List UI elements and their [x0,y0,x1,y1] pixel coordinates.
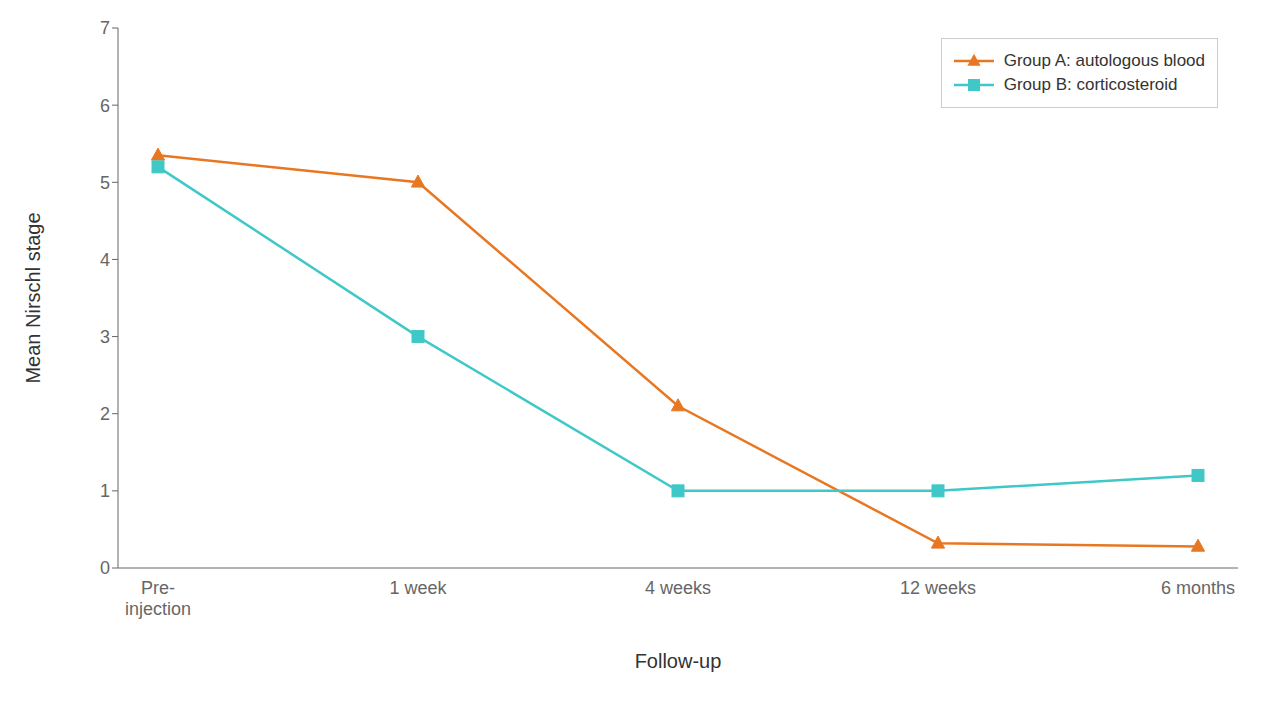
svg-text:6 months: 6 months [1161,578,1235,598]
html-text:Group A: autologous blood: Group A: autologous blood [1003,51,1205,70]
svg-text:Pre-injection: Pre-injection [125,578,191,619]
svg-text:Follow-up: Follow-up [635,650,722,672]
svg-text:1: 1 [100,481,110,501]
svg-text:7: 7 [100,18,110,38]
svg-text:3: 3 [100,327,110,347]
svg-text:6: 6 [100,96,110,116]
svg-text:2: 2 [100,404,110,424]
html-text:Group B: corticosteroid: Group B: corticosteroid [1003,75,1178,94]
svg-text:4 weeks: 4 weeks [645,578,711,598]
svg-text:Mean Nirschl stage: Mean Nirschl stage [22,212,44,383]
svg-text:0: 0 [100,558,110,578]
svg-text:4: 4 [100,250,110,270]
svg-text:1 week: 1 week [389,578,447,598]
svg-text:12 weeks: 12 weeks [900,578,976,598]
svg-text:5: 5 [100,173,110,193]
